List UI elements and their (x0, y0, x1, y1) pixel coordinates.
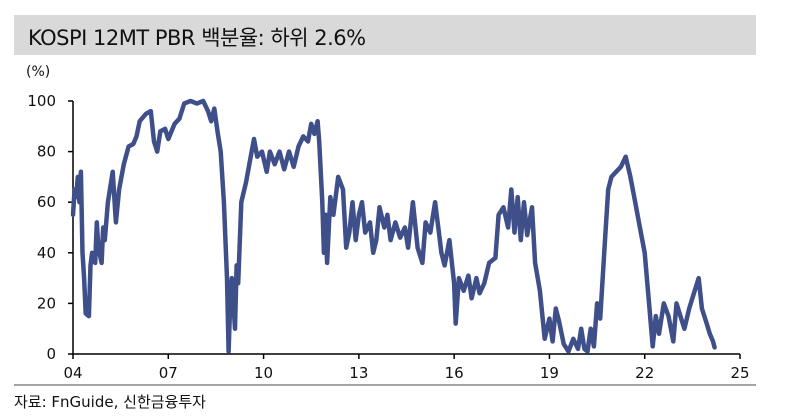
x-tick-label: 07 (159, 364, 178, 382)
x-tick-label: 13 (349, 364, 368, 382)
x-tick-label: 04 (63, 364, 82, 382)
y-tick-label: 100 (27, 92, 56, 110)
y-tick-label: 20 (37, 294, 56, 312)
chart-title: KOSPI 12MT PBR 백분율: 하위 2.6% (28, 26, 366, 50)
x-tick-label: 16 (445, 364, 464, 382)
x-tick-label: 22 (635, 364, 654, 382)
y-tick-label: 80 (37, 143, 56, 161)
y-tick-label: 40 (37, 244, 56, 262)
source-note: 자료: FnGuide, 신한금융투자 (14, 393, 206, 411)
x-axis: 04 07 10 13 16 19 22 25 (63, 353, 750, 382)
x-tick-label: 19 (540, 364, 559, 382)
chart-title-bar: KOSPI 12MT PBR 백분율: 하위 2.6% (14, 15, 756, 55)
pbr-percentile-line (70, 98, 717, 354)
y-axis-unit-label: (%) (26, 64, 51, 80)
source-divider (14, 384, 756, 386)
x-tick-label: 25 (730, 364, 749, 382)
y-tick-label: 0 (46, 345, 56, 363)
x-tick-label: 10 (254, 364, 273, 382)
y-tick-label: 60 (37, 193, 56, 211)
y-axis: 0 20 40 60 80 100 (27, 92, 74, 363)
